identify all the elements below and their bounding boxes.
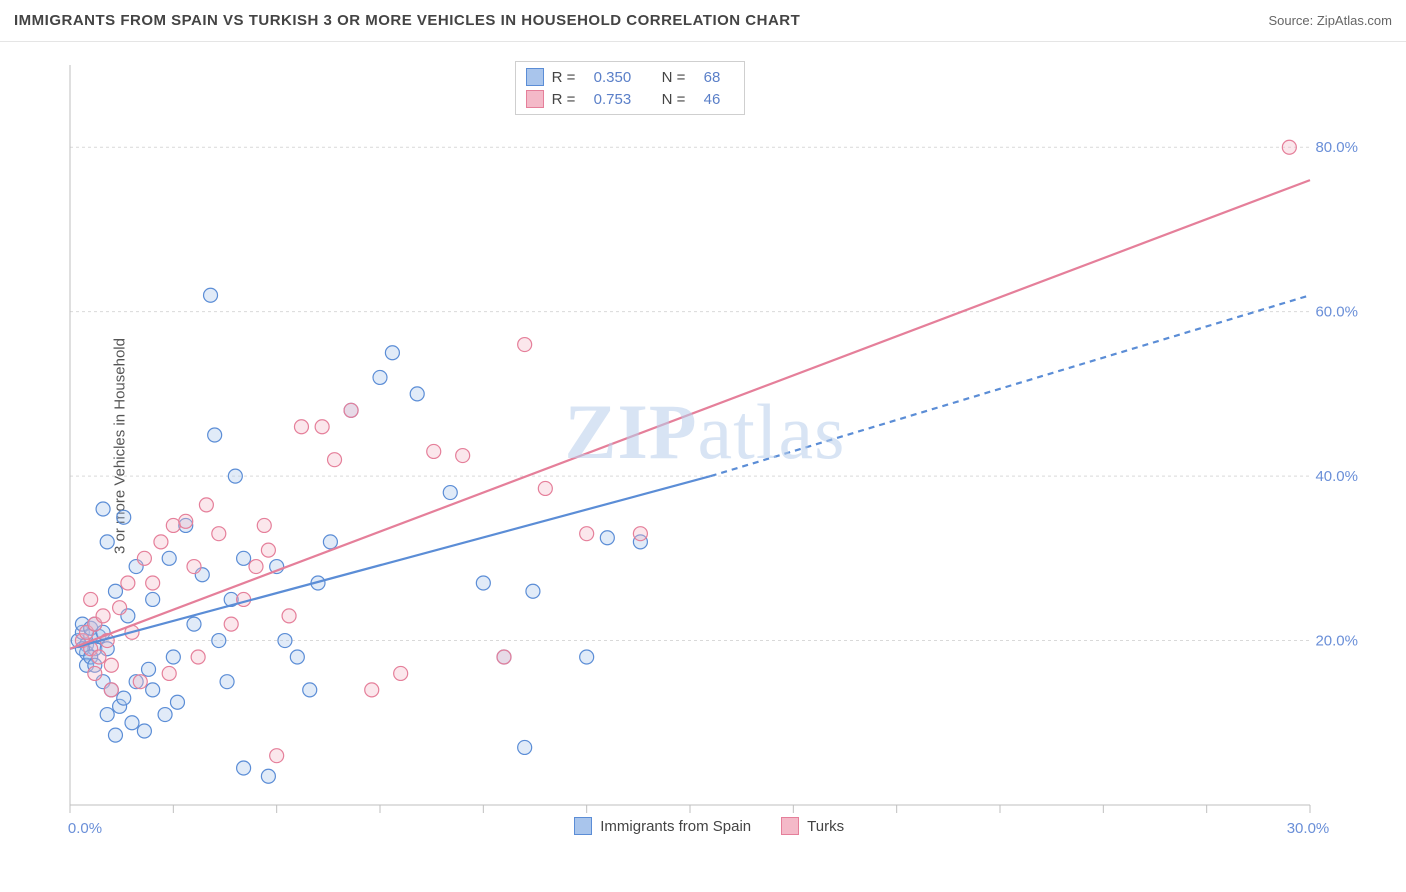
source-attribution: Source: ZipAtlas.com (1268, 13, 1392, 28)
legend-series-box: Immigrants from Spain Turks (574, 817, 844, 835)
legend-n-value: 46 (704, 91, 734, 108)
svg-text:40.0%: 40.0% (1315, 468, 1358, 485)
legend-n-value: 68 (704, 69, 734, 86)
legend-series-item: Immigrants from Spain (574, 817, 751, 835)
legend-stats-row: R = 0.350 N = 68 (526, 66, 734, 88)
svg-text:0.0%: 0.0% (68, 820, 102, 837)
legend-r-label: R = (552, 69, 586, 86)
source-name: ZipAtlas.com (1317, 13, 1392, 28)
legend-swatch (781, 817, 799, 835)
legend-r-value: 0.350 (594, 69, 654, 86)
scatter-plot: 20.0% 40.0% 60.0% 80.0% 0.0% 30.0% (50, 55, 1360, 840)
legend-n-label: N = (662, 91, 696, 108)
legend-series-item: Turks (781, 817, 844, 835)
title-bar: IMMIGRANTS FROM SPAIN VS TURKISH 3 OR MO… (0, 0, 1406, 42)
svg-text:60.0%: 60.0% (1315, 304, 1358, 321)
legend-swatch (526, 68, 544, 86)
legend-stats-row: R = 0.753 N = 46 (526, 88, 734, 110)
legend-swatch (526, 90, 544, 108)
svg-text:30.0%: 30.0% (1287, 820, 1330, 837)
chart-title: IMMIGRANTS FROM SPAIN VS TURKISH 3 OR MO… (14, 12, 800, 29)
chart-area: ZIPatlas 20.0%40.0%60.0%80.0%0.0%30.0% R… (50, 55, 1360, 840)
legend-n-label: N = (662, 69, 696, 86)
legend-series-label: Turks (807, 818, 844, 835)
legend-stats-box: R = 0.350 N = 68 R = 0.753 N = 46 (515, 61, 745, 115)
svg-text:20.0%: 20.0% (1315, 633, 1358, 650)
legend-r-value: 0.753 (594, 91, 654, 108)
legend-swatch (574, 817, 592, 835)
legend-r-label: R = (552, 91, 586, 108)
legend-series-label: Immigrants from Spain (600, 818, 751, 835)
source-label: Source: (1268, 13, 1316, 28)
svg-text:80.0%: 80.0% (1315, 139, 1358, 156)
